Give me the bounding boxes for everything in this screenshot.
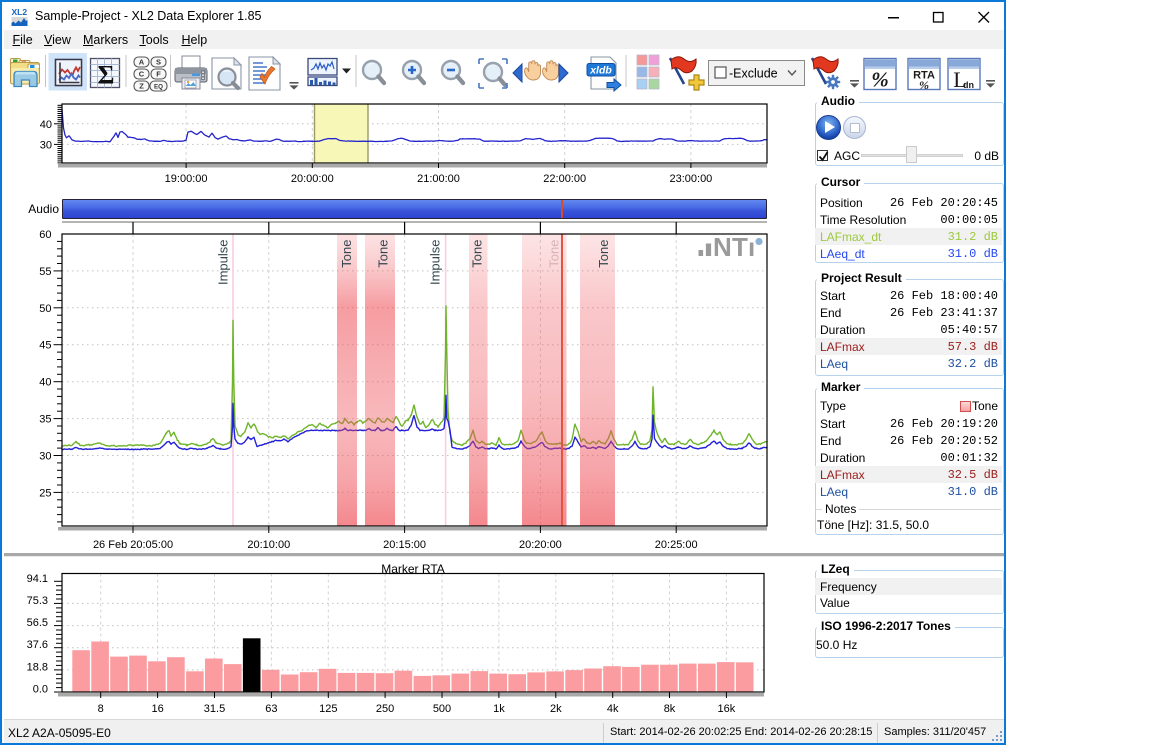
svg-text:500: 500 [433,703,451,715]
svg-text:20:00:00: 20:00:00 [291,173,334,185]
svg-text:45: 45 [39,340,51,352]
svg-text:25: 25 [39,487,51,499]
svg-text:35: 35 [39,414,51,426]
svg-text:-Exclude: -Exclude [729,67,778,81]
svg-text:37.6: 37.6 [27,639,48,651]
svg-text:xldb: xldb [589,65,612,77]
svg-text:23:00:00: 23:00:00 [669,173,712,185]
svg-text:16: 16 [151,703,163,715]
svg-text:30: 30 [40,139,52,151]
svg-text:30: 30 [39,451,51,463]
svg-text:56.5: 56.5 [27,617,48,629]
svg-text:55: 55 [39,266,51,278]
svg-text:20:10:00: 20:10:00 [247,539,290,551]
svg-text:4k: 4k [607,703,619,715]
svg-text:63: 63 [265,703,277,715]
svg-text:250: 250 [376,703,394,715]
svg-text:F: F [156,70,161,79]
svg-text:%: % [871,68,889,92]
svg-text:L: L [953,67,966,92]
svg-text:%: % [919,78,929,92]
svg-text:60: 60 [39,230,51,241]
svg-text:C: C [139,70,145,79]
svg-text:Impulse: Impulse [428,240,443,286]
svg-text:Tone: Tone [547,240,562,268]
svg-text:dn: dn [963,80,974,90]
svg-text:Z: Z [139,82,144,91]
svg-text:A: A [139,58,145,67]
svg-text:21:00:00: 21:00:00 [417,173,460,185]
svg-text:94.1: 94.1 [27,573,48,585]
svg-text:16k: 16k [718,703,736,715]
svg-text:1k: 1k [493,703,505,715]
svg-text:40: 40 [40,119,52,131]
svg-text:RTA: RTA [913,70,935,82]
svg-text:20:20:00: 20:20:00 [519,539,562,551]
svg-text:125: 125 [319,703,337,715]
svg-text:31.5: 31.5 [204,703,225,715]
svg-text:2k: 2k [550,703,562,715]
svg-text:40: 40 [39,377,51,389]
svg-text:20:25:00: 20:25:00 [655,539,698,551]
svg-text:8: 8 [98,703,104,715]
svg-text:50: 50 [39,303,51,315]
svg-text:Σ: Σ [98,61,115,90]
svg-text:EQ: EQ [154,84,163,91]
svg-text:NTı: NTı [713,232,755,262]
svg-text:20:15:00: 20:15:00 [383,539,426,551]
svg-text:Tone: Tone [339,240,354,268]
svg-text:Tone: Tone [376,240,391,268]
svg-text:Tone: Tone [470,240,485,268]
svg-text:18.8: 18.8 [27,661,48,673]
svg-text:19:00:00: 19:00:00 [165,173,208,185]
svg-text:Marker RTA: Marker RTA [381,562,445,576]
svg-text:75.3: 75.3 [27,595,48,607]
svg-text:26 Feb 20:05:00: 26 Feb 20:05:00 [93,539,173,551]
svg-text:0.0: 0.0 [33,684,48,696]
svg-text:S: S [156,58,161,67]
svg-text:XL2: XL2 [12,7,28,17]
svg-text:22:00:00: 22:00:00 [543,173,586,185]
svg-text:Impulse: Impulse [216,240,231,286]
svg-text:Tone: Tone [596,240,611,268]
svg-text:8k: 8k [664,703,676,715]
